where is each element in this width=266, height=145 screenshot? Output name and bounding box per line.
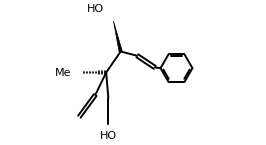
Text: Me: Me [55, 68, 71, 77]
Text: HO: HO [87, 4, 104, 14]
Polygon shape [113, 21, 122, 52]
Text: HO: HO [100, 131, 117, 141]
